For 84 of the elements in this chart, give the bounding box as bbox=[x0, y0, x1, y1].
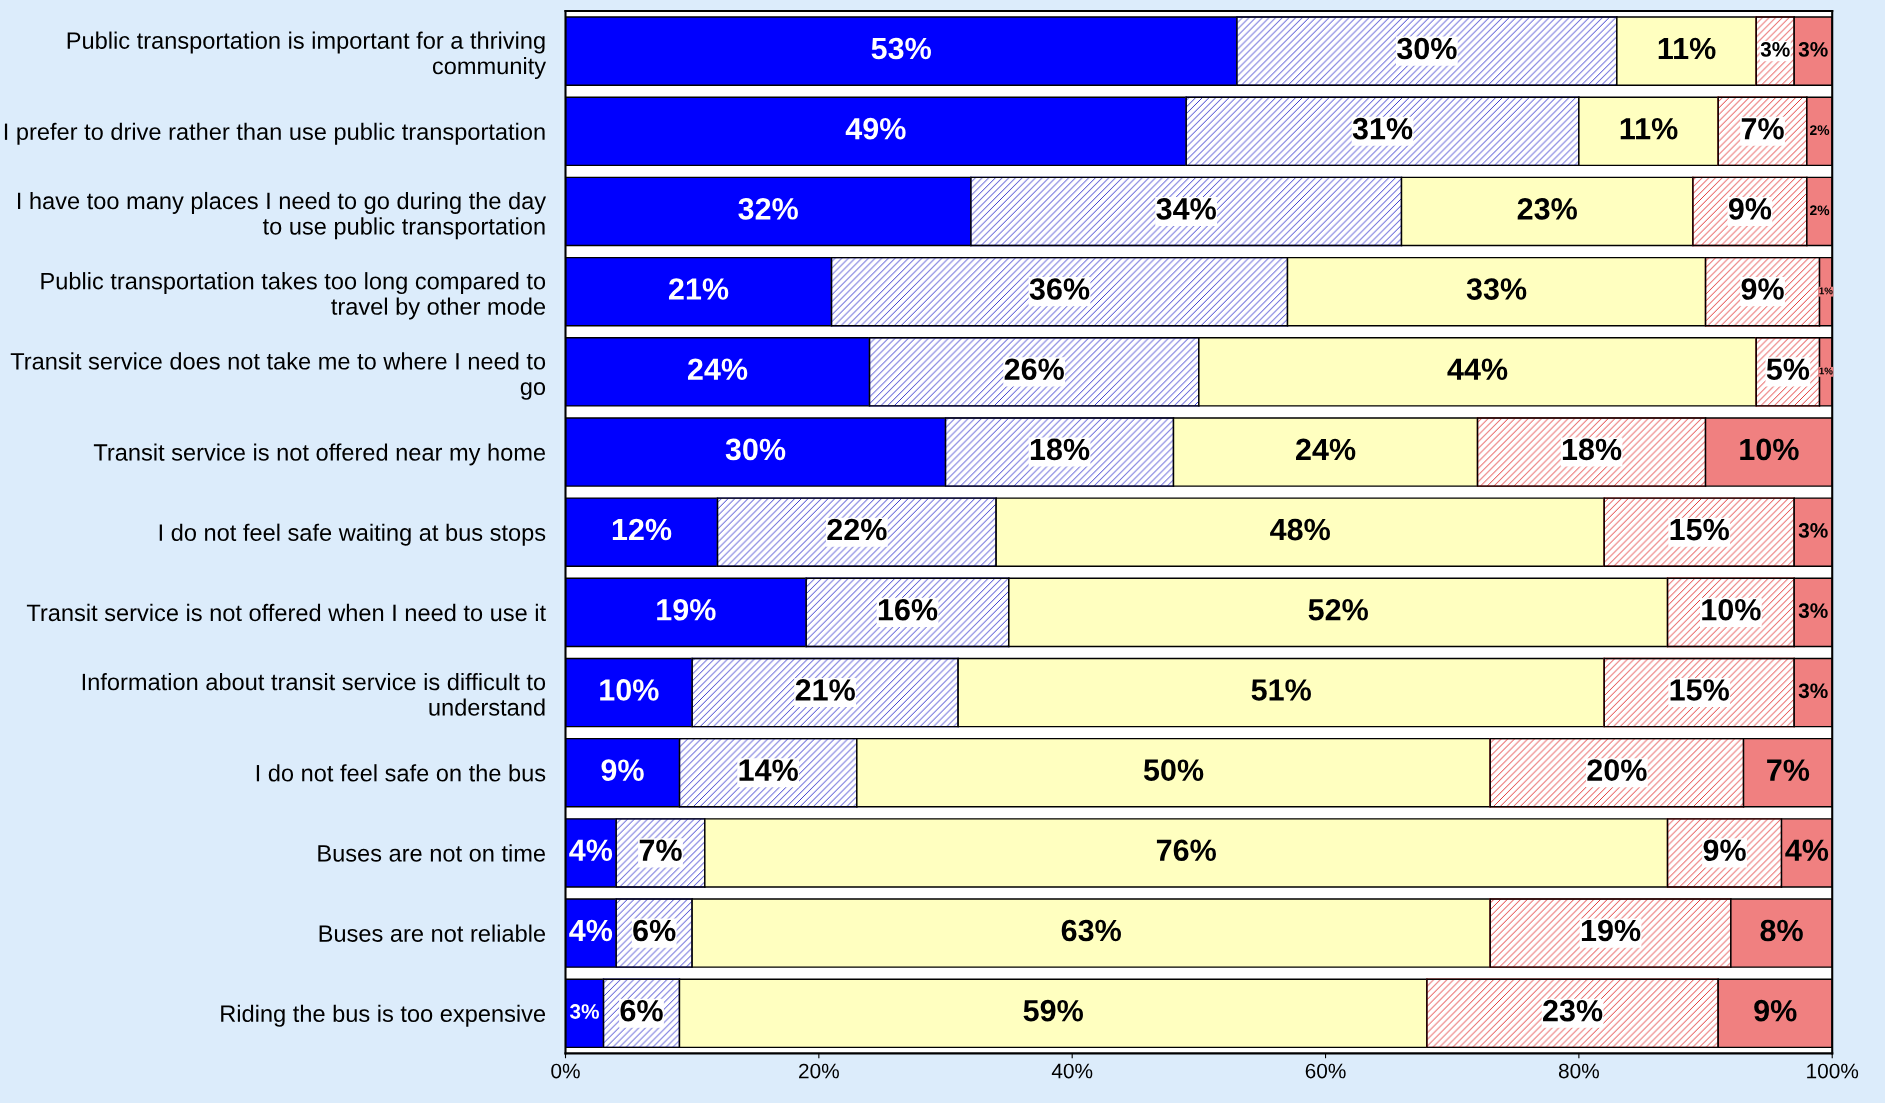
data-label: 22% bbox=[827, 518, 887, 541]
data-label: 15% bbox=[1670, 679, 1729, 701]
data-label: 18% bbox=[1562, 438, 1622, 461]
data-label: 9% bbox=[1728, 198, 1772, 220]
data-label: 15% bbox=[1670, 518, 1729, 541]
data-label: 21% bbox=[795, 679, 855, 701]
y-tick-label: Transit service is not offered when I need to use it bbox=[26, 603, 546, 622]
data-label: 3% bbox=[1798, 603, 1828, 618]
data-label: 51% bbox=[1251, 679, 1311, 701]
data-label: 63% bbox=[1061, 919, 1121, 942]
x-tick-label: 100% bbox=[1807, 1063, 1859, 1079]
data-label: 10% bbox=[600, 679, 659, 701]
data-label: 9% bbox=[1754, 999, 1797, 1022]
data-label: 30% bbox=[725, 438, 786, 461]
data-label: 1% bbox=[1819, 367, 1833, 375]
data-label: 3% bbox=[569, 1004, 600, 1019]
x-tick-label: 40% bbox=[1051, 1063, 1093, 1079]
data-label: 30% bbox=[1396, 37, 1457, 60]
y-tick-label: I prefer to drive rather than use public transportation bbox=[4, 122, 545, 145]
data-label: 9% bbox=[1703, 839, 1746, 862]
y-tick-label: I have too many places I need to go during the day to use public transportation bbox=[17, 191, 547, 240]
data-label: 10% bbox=[1740, 438, 1799, 461]
data-label: 3% bbox=[1798, 41, 1828, 57]
data-label: 7% bbox=[1741, 117, 1784, 140]
data-label: 50% bbox=[1143, 759, 1204, 781]
data-label: 32% bbox=[738, 198, 798, 220]
data-label: 6% bbox=[633, 919, 676, 942]
data-label: 18% bbox=[1030, 438, 1090, 461]
data-label: 7% bbox=[639, 839, 682, 862]
data-label: 9% bbox=[601, 759, 644, 781]
data-label: 8% bbox=[1760, 919, 1803, 942]
y-tick-label: Information about transit service is difficult to understand bbox=[82, 673, 546, 716]
data-label: 53% bbox=[871, 37, 931, 60]
data-label: 49% bbox=[845, 117, 906, 140]
y-tick-label: Transit service is not offered near my home bbox=[93, 443, 546, 466]
y-tick-label: Public transportation takes too long compared to travel by other mode bbox=[41, 272, 546, 320]
data-label: 5% bbox=[1766, 358, 1810, 381]
data-label: 52% bbox=[1308, 598, 1368, 621]
data-label: 33% bbox=[1466, 278, 1527, 300]
data-label: 34% bbox=[1156, 198, 1216, 220]
data-label: 44% bbox=[1447, 358, 1508, 380]
x-tick-label: 0% bbox=[551, 1063, 580, 1079]
data-label: 26% bbox=[1004, 358, 1064, 381]
data-label: 23% bbox=[1543, 999, 1603, 1022]
y-tick-label: Public transportation is important for a thriving community bbox=[67, 31, 547, 79]
y-tick-label: I do not feel safe on the bus bbox=[256, 764, 546, 782]
data-label: 10% bbox=[1702, 598, 1761, 621]
y-tick-label: Buses are not on time bbox=[318, 844, 546, 862]
data-label: 9% bbox=[1741, 278, 1784, 300]
data-label: 3% bbox=[1760, 41, 1790, 57]
y-tick-label: Riding the bus is too expensive bbox=[221, 1004, 546, 1027]
x-tick-label: 80% bbox=[1558, 1063, 1599, 1079]
x-tick-label: 20% bbox=[799, 1063, 839, 1079]
data-label: 4% bbox=[1785, 839, 1829, 862]
data-label: 3% bbox=[1798, 683, 1828, 699]
x-tick-label: 60% bbox=[1305, 1063, 1346, 1079]
data-label: 48% bbox=[1270, 518, 1330, 541]
data-label: 36% bbox=[1029, 278, 1090, 300]
data-label: 6% bbox=[620, 999, 663, 1022]
y-tick-label: Transit service does not take me to where I need to go bbox=[10, 352, 546, 400]
data-label: 7% bbox=[1767, 759, 1810, 781]
data-label: 19% bbox=[657, 598, 716, 621]
y-tick-label: I do not feel safe waiting at bus stops bbox=[159, 523, 546, 546]
data-label: 4% bbox=[569, 919, 613, 942]
data-label: 76% bbox=[1156, 839, 1216, 862]
data-label: 31% bbox=[1352, 117, 1413, 140]
data-label: 20% bbox=[1587, 759, 1647, 781]
data-label: 59% bbox=[1023, 999, 1083, 1022]
data-label: 1% bbox=[1819, 287, 1833, 295]
data-label: 11% bbox=[1620, 117, 1678, 140]
data-label: 2% bbox=[1810, 205, 1830, 216]
y-tick-label: Buses are not reliable bbox=[319, 924, 546, 942]
data-label: 24% bbox=[1296, 438, 1356, 461]
data-label: 23% bbox=[1517, 198, 1577, 220]
data-label: 2% bbox=[1810, 125, 1830, 135]
data-label: 12% bbox=[612, 518, 672, 541]
data-label: 14% bbox=[739, 759, 798, 781]
data-label: 11% bbox=[1658, 37, 1716, 60]
data-label: 21% bbox=[668, 278, 729, 300]
data-label: 3% bbox=[1798, 523, 1828, 538]
data-label: 19% bbox=[1581, 919, 1641, 942]
data-label: 4% bbox=[569, 839, 613, 862]
data-label: 24% bbox=[687, 358, 748, 380]
data-label: 16% bbox=[878, 598, 938, 621]
